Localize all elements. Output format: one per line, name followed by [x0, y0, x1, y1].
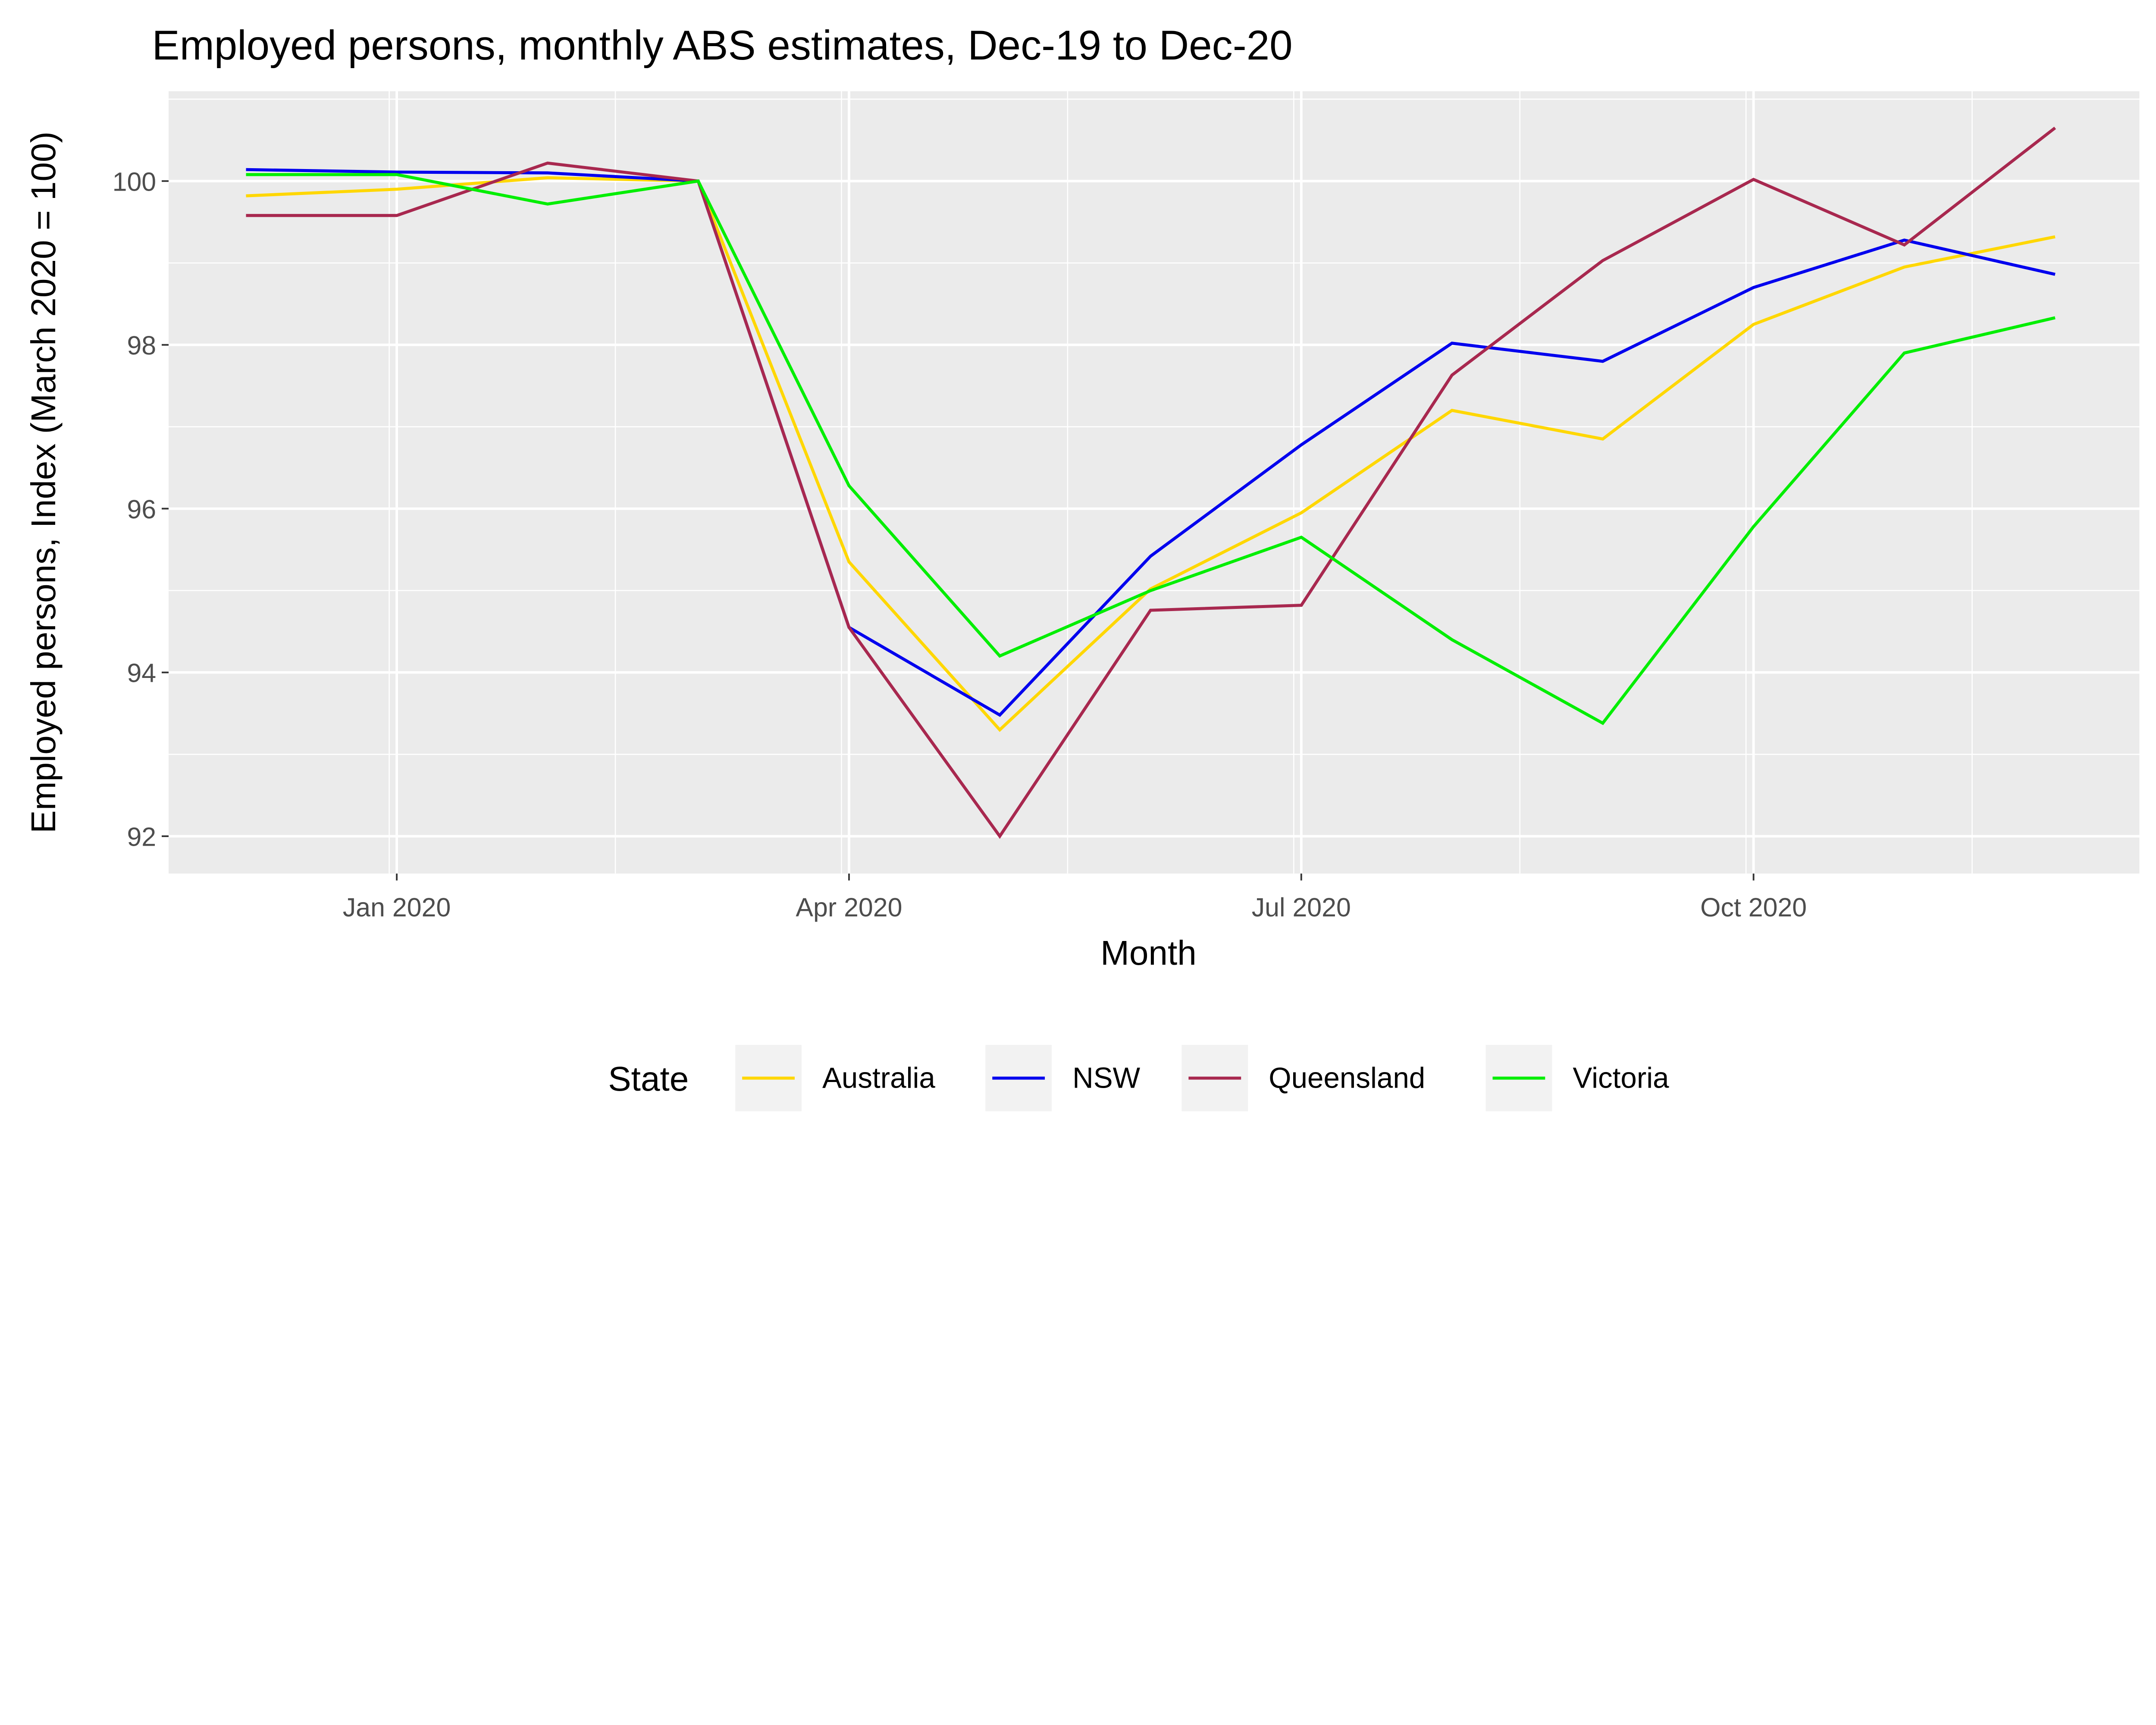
legend-title: State [608, 1059, 689, 1098]
legend-item-nsw: NSW [985, 1045, 1141, 1111]
x-tick-label: Jul 2020 [1252, 893, 1351, 922]
legend-label: Australia [822, 1062, 935, 1094]
series-line-victoria [246, 173, 2056, 725]
plot-panel [169, 91, 2140, 874]
series-line-queensland [246, 126, 2056, 839]
gridlines [169, 91, 2140, 874]
line-chart: Employed persons, monthly ABS estimates,… [24, 22, 2140, 1111]
legend-item-australia: Australia [735, 1045, 935, 1111]
y-axis-label: Employed persons, Index (March 2020 = 10… [24, 132, 63, 834]
x-axis: Jan 2020 Apr 2020 Jul 2020 Oct 2020 [343, 873, 1807, 922]
series-line-nsw [246, 168, 2056, 717]
series-line-australia [246, 176, 2056, 732]
y-tick-label: 96 [127, 495, 156, 524]
y-tick-label: 100 [113, 167, 157, 196]
legend: Australia NSW Queensland Victoria [735, 1045, 1669, 1111]
legend-label: Queensland [1269, 1062, 1425, 1094]
chart-title: Employed persons, monthly ABS estimates,… [152, 22, 1293, 69]
x-tick-label: Oct 2020 [1700, 893, 1807, 922]
legend-label: NSW [1072, 1062, 1140, 1094]
x-tick-label: Apr 2020 [796, 893, 902, 922]
y-axis: 92 94 96 98 100 [113, 167, 169, 852]
legend-label: Victoria [1573, 1062, 1669, 1094]
y-tick-label: 92 [127, 822, 156, 852]
y-tick-label: 98 [127, 331, 156, 360]
x-axis-label: Month [1100, 933, 1197, 972]
x-tick-label: Jan 2020 [343, 893, 451, 922]
y-tick-label: 94 [127, 659, 156, 688]
legend-item-queensland: Queensland [1181, 1045, 1425, 1111]
legend-item-victoria: Victoria [1485, 1045, 1669, 1111]
series-lines [246, 126, 2056, 839]
